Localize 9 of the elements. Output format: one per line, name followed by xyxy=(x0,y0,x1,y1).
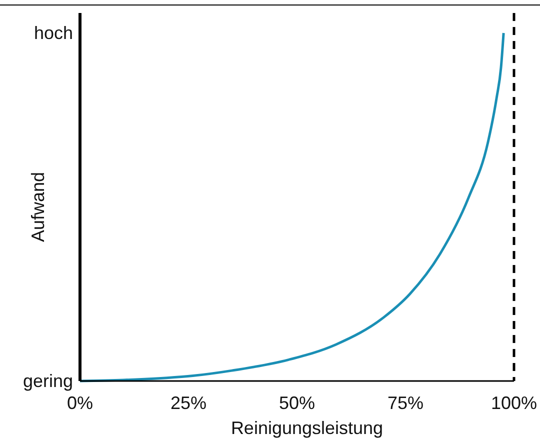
text: gering xyxy=(22,371,73,391)
y-axis-title: Aufwand xyxy=(28,172,48,242)
x-axis-title: Reinigungsleistung xyxy=(230,418,384,438)
x-tick-label: 50% xyxy=(278,393,316,413)
x-tick-label: 100% xyxy=(490,393,538,413)
x-tick-label: 25% xyxy=(170,393,207,413)
text: hoch xyxy=(34,23,73,43)
x-tick-label: 0% xyxy=(66,393,94,413)
x-tick-label: 75% xyxy=(387,393,424,413)
